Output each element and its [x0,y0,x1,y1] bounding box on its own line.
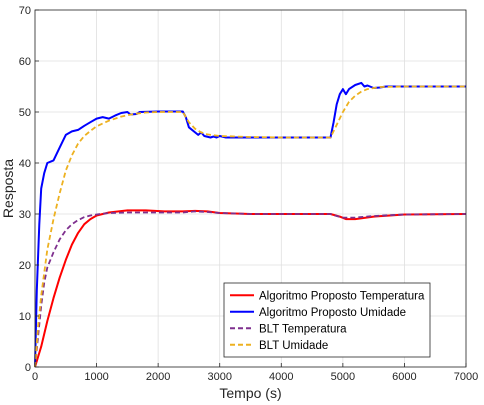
legend-label-2: Algoritmo Proposto Umidade [259,307,406,319]
y-tick-label: 0 [25,362,31,374]
x-tick-label: 0 [32,371,38,383]
legend-label-1: Algoritmo Proposto Temperatura [259,290,425,302]
y-tick-label: 60 [19,56,31,68]
y-tick-label: 30 [19,209,31,221]
legend-label-4: BLT Umidade [259,340,328,352]
x-tick-label: 3000 [207,371,231,383]
legend-label-3: BLT Temperatura [259,323,347,335]
legend-box [223,282,431,358]
y-tick-label: 70 [19,5,31,17]
series-layer [34,81,467,368]
y-axis-label: Resposta [0,159,16,218]
x-tick-label: 4000 [269,371,293,383]
x-tick-label: 6000 [392,371,416,383]
y-tick-label: 10 [19,311,31,323]
x-tick-label: 2000 [146,371,170,383]
series-line-1 [34,209,467,368]
x-tick-label: 1000 [84,371,108,383]
legend: Algoritmo Proposto Temperatura Algoritmo … [223,282,431,358]
x-tick-label: 5000 [331,371,355,383]
x-tick-label: 7000 [454,371,478,383]
plot-frame [34,9,467,368]
series-line-2 [34,81,466,368]
ticks: 0 1000 2000 3000 4000 5000 6000 7000 0 10 20 30 40 50… [19,5,478,383]
x-axis-label: Tempo (s) [219,385,281,401]
y-tick-label: 50 [19,107,31,119]
y-tick-label: 40 [19,158,31,170]
y-tick-label: 20 [19,260,31,272]
series-line-3 [34,210,467,368]
